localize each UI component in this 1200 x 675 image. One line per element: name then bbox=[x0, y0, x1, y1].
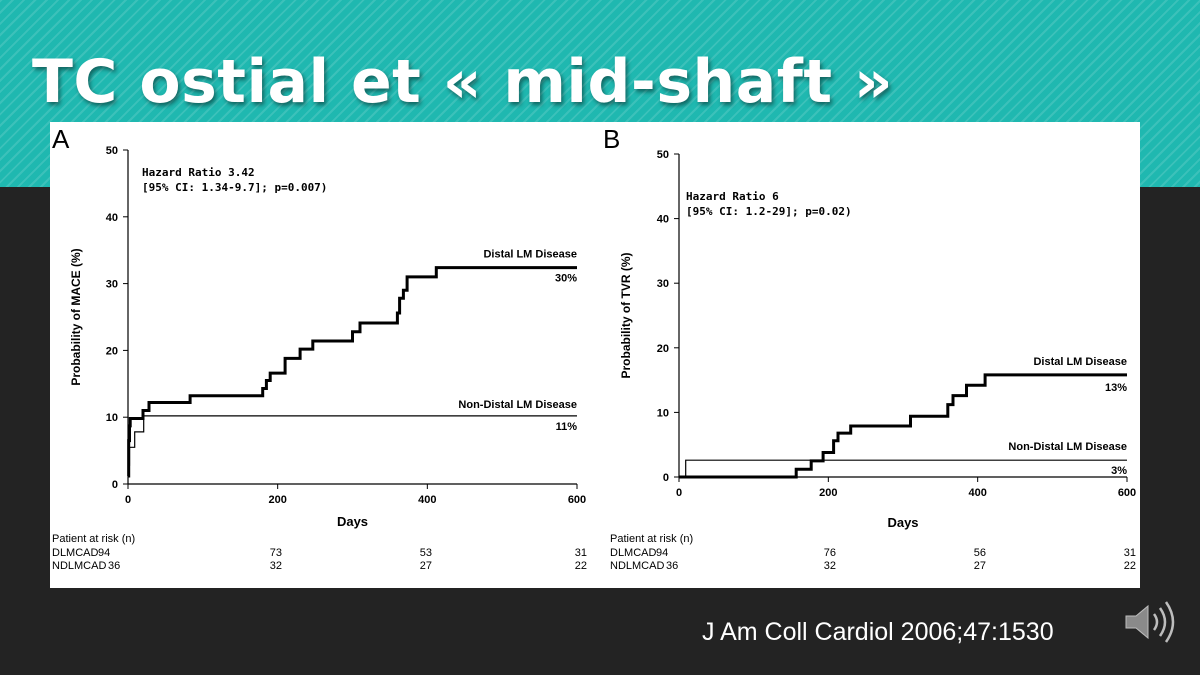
panel-a-series-non-distal-line bbox=[128, 415, 577, 466]
panel-b-risk-cell: 56 bbox=[974, 547, 986, 559]
panel-b-label: B bbox=[603, 124, 620, 154]
panel-a-risk-row-label: NDLMCAD bbox=[52, 560, 106, 572]
panel-a-risk-cell: 73 bbox=[270, 547, 282, 559]
panel-b-y-tick-label: 20 bbox=[657, 343, 669, 355]
panel-a-risk-table-header: Patient at risk (n) bbox=[52, 533, 135, 545]
panel-b-series-distal-line bbox=[679, 373, 1127, 479]
panel-a-risk-cell: 94 bbox=[98, 547, 110, 559]
panel-a-series-non-distal-name: Non-Distal LM Disease bbox=[458, 399, 577, 411]
slide-title: TC ostial et « mid-shaft » bbox=[32, 47, 894, 117]
panel-b-series-non-distal-end-label: 3% bbox=[1111, 465, 1127, 477]
panel-a-y-axis-label: Probability of MACE (%) bbox=[69, 248, 83, 385]
panel-b-y-tick-label: 50 bbox=[657, 149, 669, 161]
panel-b-risk-cell: 76 bbox=[824, 547, 836, 559]
panel-b-y-tick-label: 0 bbox=[663, 472, 669, 484]
panel-a-hazard-annotation: Hazard Ratio 3.42 bbox=[142, 166, 255, 179]
panel-b-hazard-annotation: [95% CI: 1.2-29]; p=0.02) bbox=[686, 205, 852, 218]
panel-a-series-non-distal-end-label: 11% bbox=[556, 421, 578, 433]
panel-a-y-tick-label: 20 bbox=[106, 345, 118, 357]
panel-b-x-tick-label: 200 bbox=[819, 487, 837, 499]
panel-b-x-tick-label: 0 bbox=[676, 487, 682, 499]
panel-a-risk-cell: 31 bbox=[575, 547, 587, 559]
panel-a-risk-cell: 22 bbox=[575, 560, 587, 572]
panel-a-risk-row-label: DLMCAD bbox=[52, 547, 99, 559]
panel-b-x-tick-label: 400 bbox=[968, 487, 986, 499]
panel-b-y-tick-label: 40 bbox=[657, 214, 669, 226]
panel-b-x-axis-label: Days bbox=[887, 515, 918, 530]
panel-b-series-distal-end-label: 13% bbox=[1105, 382, 1127, 394]
panel-b-risk-cell: 27 bbox=[974, 560, 986, 572]
panel-b-risk-row-label: DLMCAD bbox=[610, 547, 657, 559]
panel-a-x-tick-label: 0 bbox=[125, 494, 131, 506]
panel-a-y-tick-label: 0 bbox=[112, 479, 118, 491]
panel-b-y-axis-label: Probability of TVR (%) bbox=[619, 252, 633, 378]
panel-b-risk-table-header: Patient at risk (n) bbox=[610, 533, 693, 545]
panel-b-y-tick-label: 30 bbox=[657, 278, 669, 290]
panel-b-risk-cell: 32 bbox=[824, 560, 836, 572]
panel-b-series-non-distal-name: Non-Distal LM Disease bbox=[1008, 441, 1127, 453]
panel-a-x-tick-label: 600 bbox=[568, 494, 586, 506]
panel-a-label: A bbox=[52, 124, 70, 154]
panel-a-x-tick-label: 200 bbox=[268, 494, 286, 506]
panel-b-risk-cell: 31 bbox=[1124, 547, 1136, 559]
panel-b-series-non-distal-line bbox=[679, 459, 1127, 478]
citation: J Am Coll Cardiol 2006;47:1530 bbox=[702, 618, 1054, 646]
panel-a-series-distal-end-label: 30% bbox=[555, 273, 577, 285]
panel-b-risk-cell: 36 bbox=[666, 560, 678, 572]
panel-b-risk-row-label: NDLMCAD bbox=[610, 560, 664, 572]
panel-b-series-distal-name: Distal LM Disease bbox=[1033, 356, 1127, 368]
panel-a-hazard-annotation: [95% CI: 1.34-9.7]; p=0.007) bbox=[142, 181, 327, 194]
panel-a-x-tick-label: 400 bbox=[418, 494, 436, 506]
panel-a-risk-cell: 27 bbox=[420, 560, 432, 572]
panel-a-y-tick-label: 30 bbox=[106, 279, 118, 291]
panel-b-risk-cell: 94 bbox=[656, 547, 668, 559]
panel-b-hazard-annotation: Hazard Ratio 6 bbox=[686, 190, 779, 203]
panel-a-x-axis-label: Days bbox=[337, 514, 368, 529]
panel-b-risk-cell: 22 bbox=[1124, 560, 1136, 572]
panel-a-series-distal-name: Distal LM Disease bbox=[483, 249, 577, 261]
panel-a-y-tick-label: 10 bbox=[106, 412, 118, 424]
panel-a-y-tick-label: 50 bbox=[106, 145, 118, 157]
panel-a-risk-cell: 32 bbox=[270, 560, 282, 572]
panel-a-series-distal-line bbox=[127, 266, 577, 478]
km-figure: A 0 10 20 30 40 50 0 200 400 600 Probability of MAC… bbox=[50, 122, 1140, 588]
panel-b-y-tick-label: 10 bbox=[657, 407, 669, 419]
panel-a-risk-cell: 36 bbox=[108, 560, 120, 572]
panel-a-y-tick-label: 40 bbox=[106, 212, 118, 224]
speaker-icon[interactable] bbox=[1120, 592, 1180, 657]
panel-b-x-tick-label: 600 bbox=[1118, 487, 1136, 499]
panel-a-risk-cell: 53 bbox=[420, 547, 432, 559]
